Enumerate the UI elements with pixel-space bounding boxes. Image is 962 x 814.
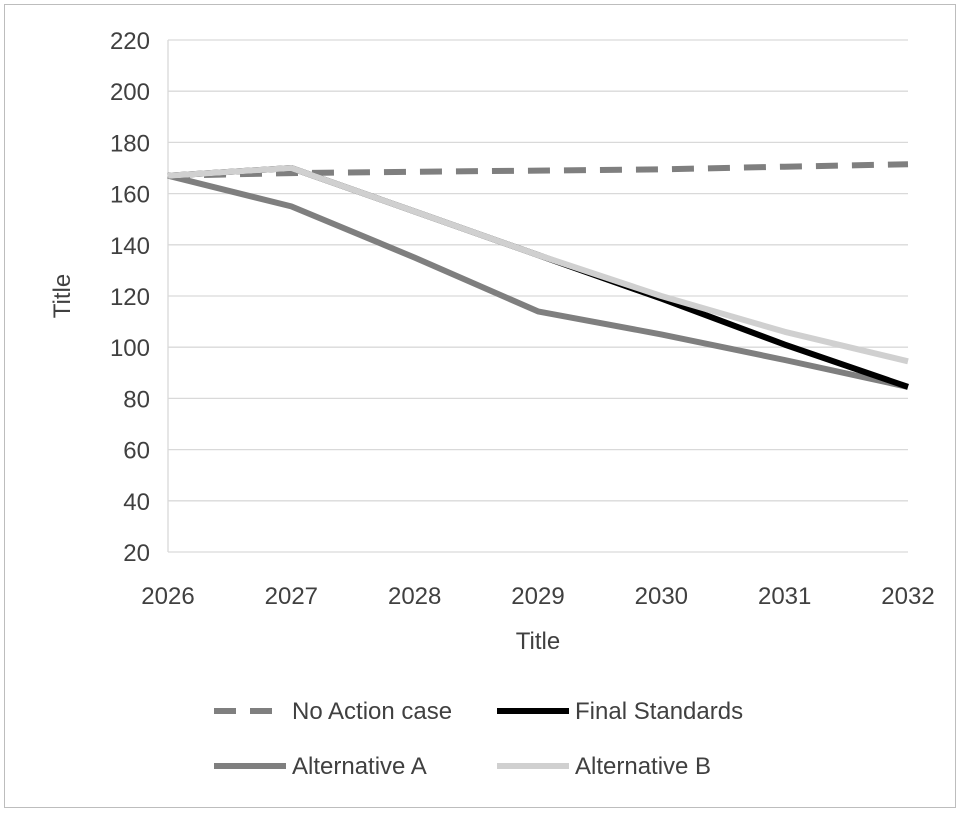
y-tick-label: 180	[110, 130, 150, 157]
legend: No Action case Final Standards Alternative…	[214, 698, 743, 780]
x-tick-label: 2026	[141, 583, 194, 610]
legend-label: Final Standards	[575, 698, 743, 725]
x-tick-label: 2031	[758, 583, 811, 610]
x-tick-label: 2029	[511, 583, 564, 610]
legend-label: No Action case	[292, 698, 452, 725]
y-tick-label: 160	[110, 182, 150, 209]
x-tick-label: 2030	[635, 583, 688, 610]
x-axis-title: Title	[516, 628, 560, 655]
gridlines	[167, 39, 908, 553]
y-tick-label: 60	[123, 438, 150, 465]
y-tick-label: 20	[123, 540, 150, 567]
y-axis-title: Title	[49, 274, 76, 318]
y-tick-label: 120	[110, 284, 150, 311]
series-line-alternative-b	[167, 165, 909, 365]
y-tick-label: 40	[123, 489, 150, 516]
chart-frame	[4, 4, 956, 808]
legend-label: Alternative B	[575, 753, 711, 780]
y-tick-label: 80	[123, 386, 150, 413]
series-line-alternative-a	[167, 172, 909, 390]
series-line-no-action-case	[167, 161, 909, 179]
x-tick-label: 2032	[881, 583, 934, 610]
legend-label: Alternative A	[292, 753, 427, 780]
y-axis-ticks: 20 40 60 80 100 120 140 160 180 200 220	[110, 28, 150, 567]
x-axis-ticks: 2026 2027 2028 2029 2030 2031 2032	[141, 583, 934, 610]
x-tick-label: 2028	[388, 583, 441, 610]
y-tick-label: 140	[110, 233, 150, 260]
y-tick-label: 220	[110, 28, 150, 55]
y-tick-label: 100	[110, 335, 150, 362]
x-tick-label: 2027	[265, 583, 318, 610]
series-lines	[167, 161, 909, 390]
y-tick-label: 200	[110, 79, 150, 106]
